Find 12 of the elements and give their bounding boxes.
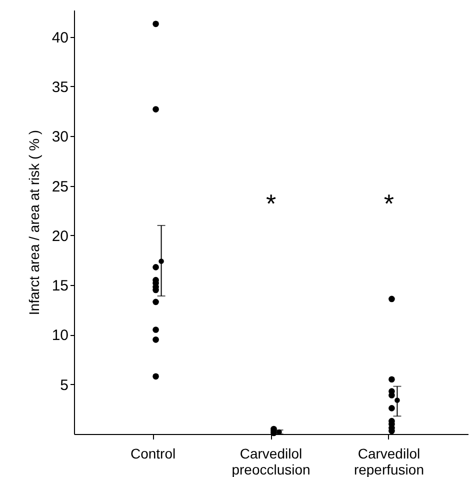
- y-tick-label: 15: [52, 278, 68, 295]
- y-axis-title: Infarct area / area at risk ( % ): [26, 130, 42, 316]
- y-tick-label: 5: [60, 376, 68, 394]
- annotation: *: [266, 188, 276, 219]
- y-tick-label: 10: [52, 327, 68, 344]
- y-tick-label: 30: [52, 128, 68, 146]
- x-tick-label: Control: [130, 446, 176, 462]
- y-tick-label: 40: [52, 29, 68, 46]
- y-tick-label: 20: [52, 228, 68, 245]
- y-tick-label: 25: [52, 178, 68, 196]
- annotation: *: [384, 188, 394, 219]
- y-tick-label: 35: [52, 78, 68, 96]
